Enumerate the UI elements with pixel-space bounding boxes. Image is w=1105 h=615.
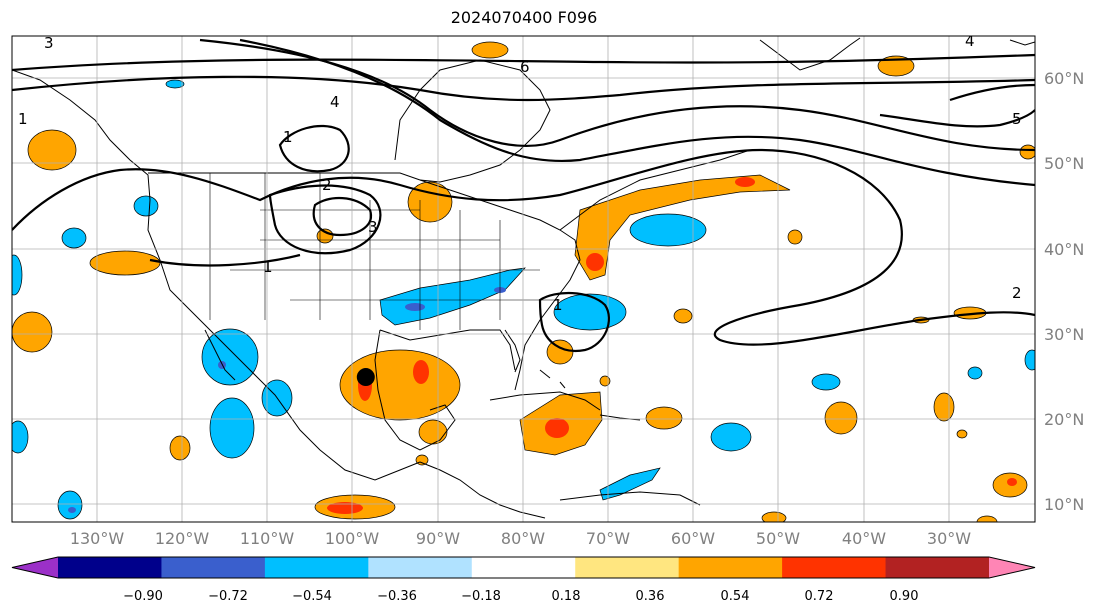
contour-label: 5 [1012, 110, 1022, 128]
colorbar-outline [11, 556, 1036, 579]
coastlines-layer [12, 37, 1035, 519]
lon-tick-label: 80°W [501, 529, 545, 548]
map-title: 2024070400 F096 [450, 8, 598, 27]
contour-label: 3 [368, 218, 378, 236]
contour-label: 2 [322, 176, 332, 194]
lat-tick-label: 30°N [1044, 325, 1084, 344]
contour-label: 1 [18, 110, 28, 128]
colorbar-tick-label: 0.18 [552, 589, 581, 604]
contour-labels: 1 1 1 2 2 3 3 4 4 5 6 1 [18, 32, 1022, 314]
contour-label: 2 [1012, 284, 1022, 302]
contour-label: 4 [965, 32, 975, 50]
colorbar-extend-high [989, 557, 1035, 578]
colorbar-extend-low [12, 557, 58, 578]
contour-label: 3 [44, 34, 54, 52]
colorbar-segment [368, 557, 473, 578]
lon-tick-label: 120°W [155, 529, 210, 548]
map-frame [11, 35, 1036, 523]
colorbar [11, 556, 1036, 579]
colorbar-tick-label: −0.18 [461, 589, 501, 604]
contour-label: 4 [330, 93, 340, 111]
colorbar-tick-label: −0.72 [208, 589, 248, 604]
contour-label: 1 [283, 128, 293, 146]
colorbar-segment [678, 557, 783, 578]
colorbar-segment [58, 557, 162, 578]
colorbar-tick-label: −0.54 [292, 589, 332, 604]
colorbar-segment [161, 557, 266, 578]
colorbar-segment [575, 557, 680, 578]
colorbar-tick-label: −0.36 [377, 589, 417, 604]
colorbar-tick-label: 0.36 [636, 589, 665, 604]
lat-tick-label: 50°N [1044, 154, 1084, 173]
lon-tick-label: 100°W [325, 529, 380, 548]
colorbar-tick-label: 0.54 [721, 589, 750, 604]
contour-label: 6 [520, 58, 530, 76]
lon-tick-label: 40°W [842, 529, 886, 548]
colorbar-segment [885, 557, 990, 578]
state-borders-layer [209, 173, 560, 330]
colorbar-segment [471, 557, 576, 578]
gridlines [12, 36, 1035, 522]
lon-tick-label: 50°W [756, 529, 800, 548]
contour-lines-layer [12, 38, 1035, 353]
lon-tick-label: 30°W [927, 529, 971, 548]
lon-tick-label: 60°W [671, 529, 715, 548]
contour-label: 1 [553, 296, 563, 314]
lon-tick-label: 70°W [586, 529, 630, 548]
colorbar-tick-label: 0.90 [890, 589, 919, 604]
lat-tick-label: 40°N [1044, 240, 1084, 259]
storm-position-marker [356, 368, 375, 387]
lon-tick-label: 90°W [416, 529, 460, 548]
latitude-labels: 60°N 50°N 40°N 30°N 20°N 10°N [1044, 69, 1084, 514]
longitude-labels: 130°W 120°W 110°W 100°W 90°W 80°W 70°W 6… [70, 529, 971, 548]
lat-tick-label: 20°N [1044, 410, 1084, 429]
map-area [12, 36, 1035, 522]
lat-tick-label: 60°N [1044, 69, 1084, 88]
colorbar-segment [264, 557, 369, 578]
colorbar-tick-label: 0.72 [805, 589, 834, 604]
colorbar-tick-label: −0.90 [123, 589, 163, 604]
lat-tick-label: 10°N [1044, 495, 1084, 514]
colorbar-labels: −0.90 −0.72 −0.54 −0.36 −0.18 0.18 0.36 … [123, 589, 918, 604]
colorbar-segment [782, 557, 887, 578]
lon-tick-label: 130°W [70, 529, 125, 548]
contour-label: 1 [263, 258, 273, 276]
lon-tick-label: 110°W [240, 529, 295, 548]
